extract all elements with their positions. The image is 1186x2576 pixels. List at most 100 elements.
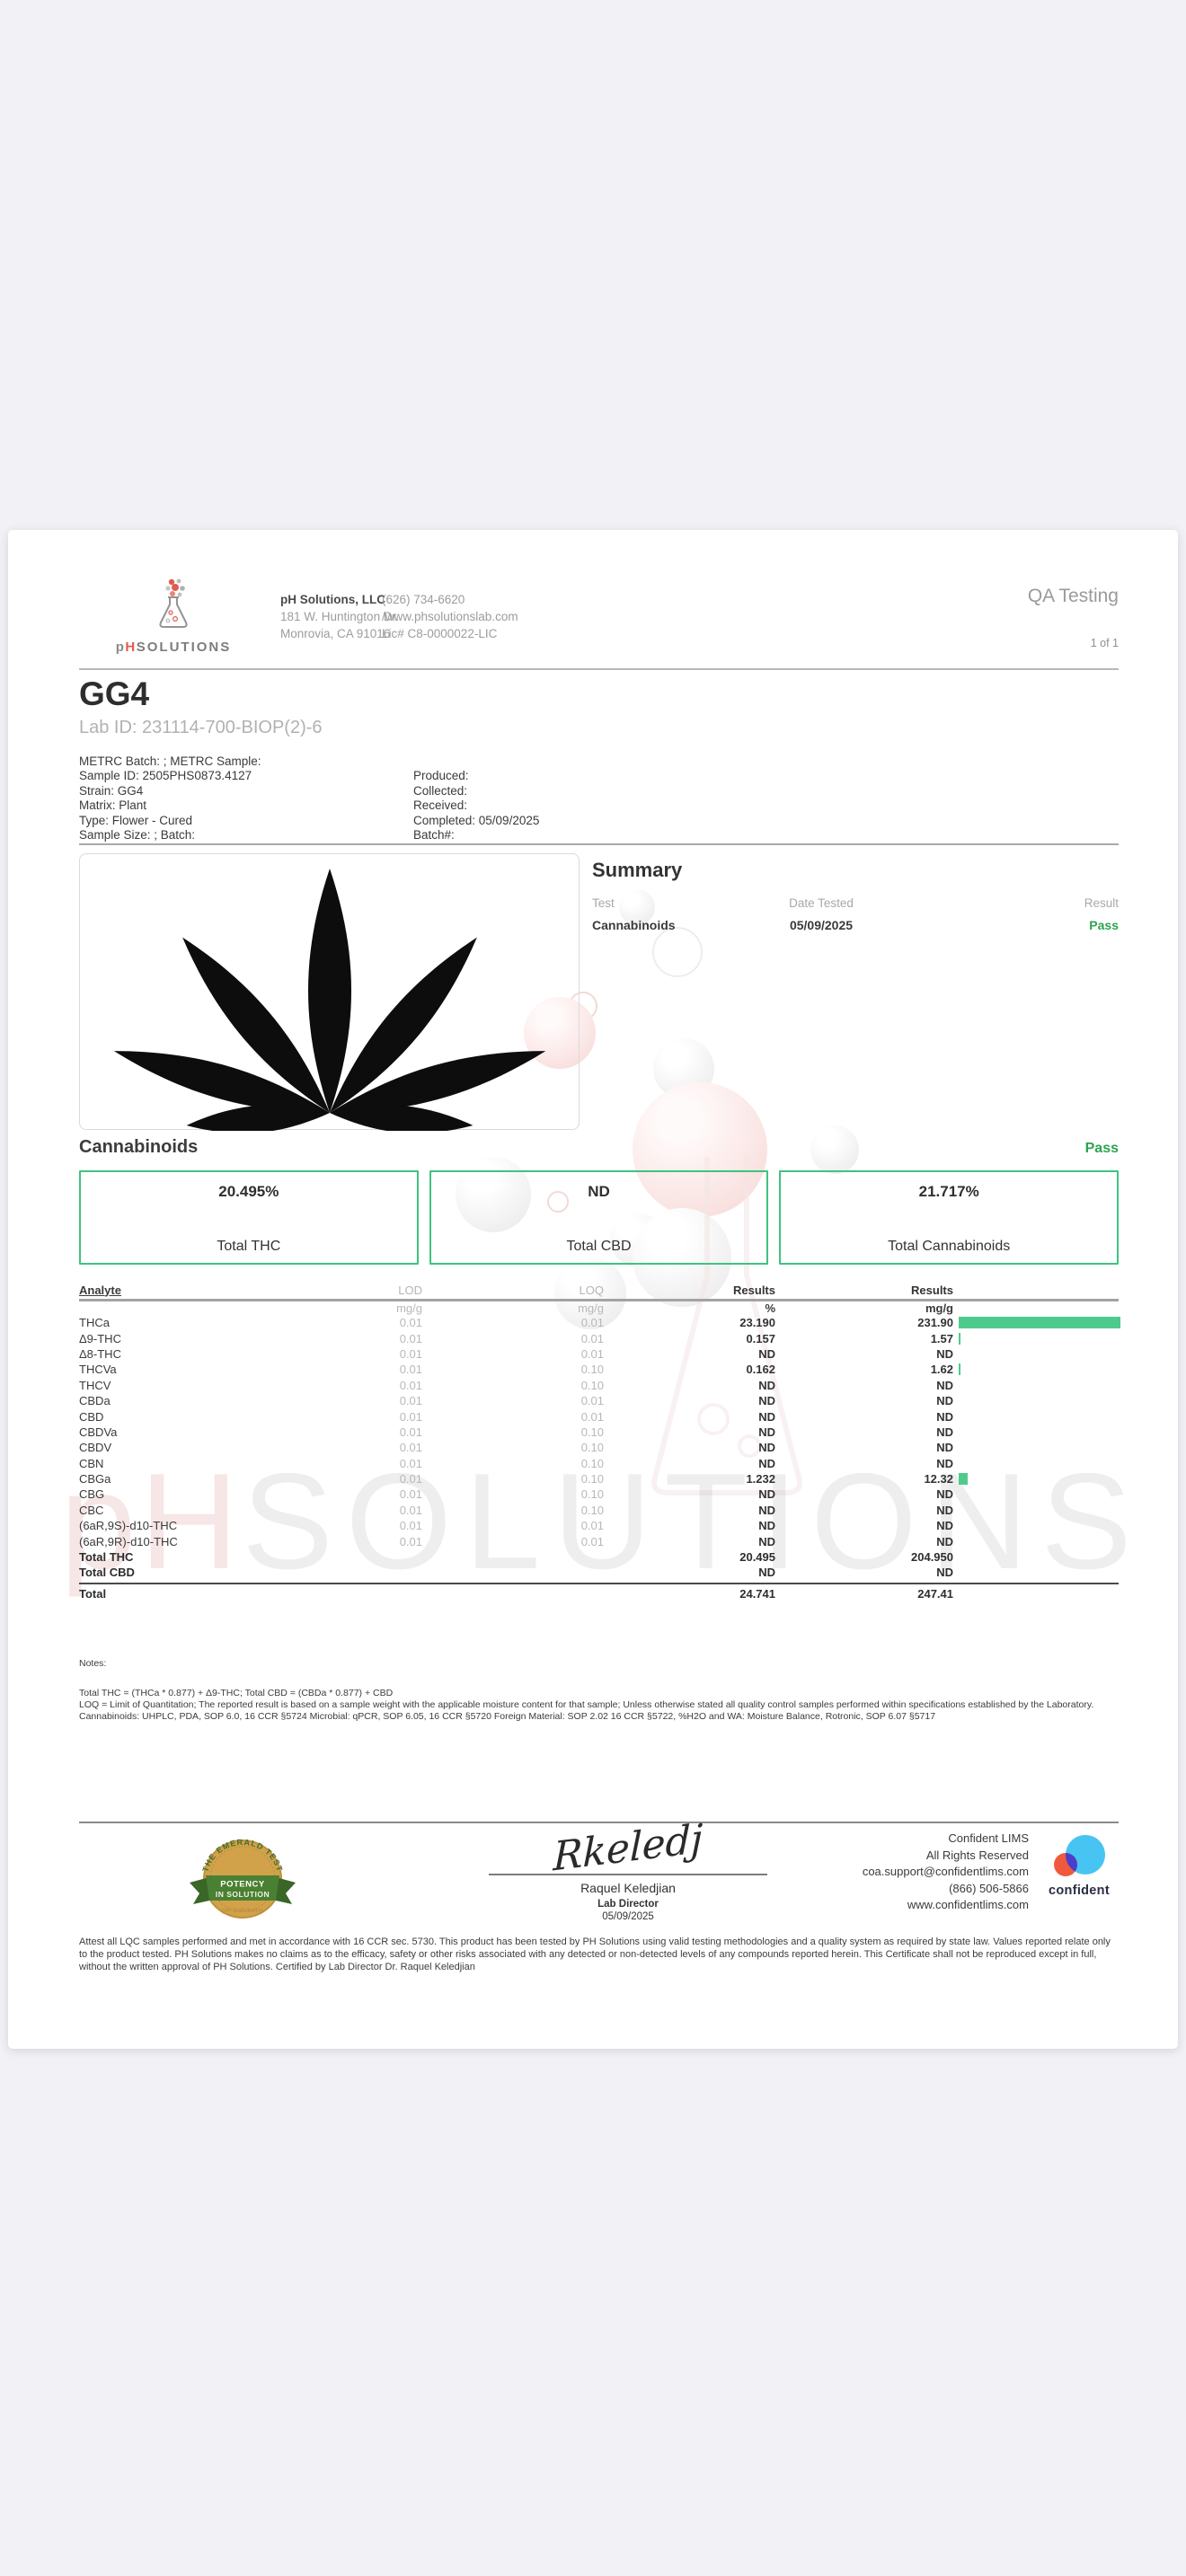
total-pct: 20.495 [739,1550,775,1565]
col-analyte: Analyte [79,1283,121,1297]
cannabinoids-heading: Cannabinoids [79,1137,199,1157]
analyte-name: CBDa [79,1394,111,1408]
analyte-name: CBG [79,1487,105,1502]
result-mgg: ND [936,1456,953,1470]
table-total-row: Total CBD ND ND [79,1565,1119,1580]
table-row: CBDa 0.01 0.01 ND ND [79,1393,1119,1408]
badge-line2: IN SOLUTION [216,1890,270,1899]
company-address-block: pH Solutions, LLC 181 W. Huntington Dr. … [280,591,399,642]
company-phone: (626) 734-6620 [382,593,465,606]
total-value: 21.717% [918,1183,979,1200]
analyte-name: CBD [79,1409,104,1424]
loq-value: 0.01 [580,1409,604,1424]
lims-email: coa.support@confidentlims.com [862,1865,1029,1879]
bar-cell [953,1363,1119,1376]
table-totals: Total THC 20.495 204.950 Total CBD ND ND Total… [79,1549,1119,1602]
lims-contact-block: Confident LIMS All Rights Reserved coa.s… [754,1831,1029,1914]
sample-meta-right: Received: [413,798,468,813]
signature: Rkeledj [553,1815,704,1881]
page-number: 1 of 1 [1090,637,1119,649]
unit-lod: mg/g [396,1301,422,1315]
result-mgg: 1.62 [930,1363,953,1377]
results-table: Analyte LOD LOQ Results Results mg/g mg/… [79,1283,1120,1602]
total-pct: ND [758,1566,775,1580]
confident-logo-block: confident [1038,1834,1120,1898]
loq-value: 0.10 [580,1363,604,1377]
loq-value: 0.01 [580,1316,604,1330]
table-row: CBDVa 0.01 0.10 ND ND [79,1425,1119,1440]
sample-meta-left: Sample Size: ; Batch: [79,828,196,842]
result-pct: ND [758,1503,775,1517]
notes-paragraph: LOQ = Limit of Quantitation; The reporte… [79,1699,1094,1722]
table-units-row: mg/g mg/g % mg/g [79,1301,1119,1315]
loq-value: 0.01 [580,1331,604,1345]
table-header-row: Analyte LOD LOQ Results Results [79,1283,1119,1297]
result-pct: 0.157 [746,1331,775,1345]
table-row: CBGa 0.01 0.10 1.232 12.32 [79,1471,1119,1486]
analyte-name: Δ9-THC [79,1331,121,1345]
logo-solutions: SOLUTIONS [136,640,232,655]
result-mgg: 12.32 [924,1472,953,1486]
disclaimer-text: Attest all LQC samples performed and met… [79,1936,1111,1972]
result-bar [959,1317,1120,1329]
company-address1: 181 W. Huntington Dr. [280,610,400,623]
signature-line [489,1874,767,1875]
signature-date: 05/09/2025 [602,1911,654,1922]
lod-value: 0.01 [399,1472,422,1486]
total-name: Total [79,1587,107,1601]
table-row: CBD 0.01 0.01 ND ND [79,1408,1119,1424]
result-mgg: 1.57 [930,1331,953,1345]
sample-meta-right: Completed: 05/09/2025 [413,813,540,827]
lod-value: 0.01 [399,1409,422,1424]
loq-value: 0.01 [580,1534,604,1548]
notes-formula: Total THC = (THCa * 0.877) + Δ9-THC; Tot… [79,1688,394,1698]
loq-value: 0.10 [580,1487,604,1502]
sample-photo-box [79,853,580,1134]
analyte-name: CBDV [79,1441,112,1455]
lab-logo: pHSOLUTIONS [114,577,233,655]
col-lod: LOD [398,1283,422,1297]
badge-line1: POTENCY [220,1880,265,1890]
confident-logo-text: confident [1049,1883,1110,1898]
result-pct: ND [758,1346,775,1361]
loq-value: 0.10 [580,1378,604,1392]
col-results-mgg: Results [911,1283,953,1297]
analyte-name: THCa [79,1316,110,1330]
result-mgg: ND [936,1425,953,1439]
analyte-name: CBN [79,1456,104,1470]
badge-ribbon-band [206,1875,279,1901]
summary-col-date: Date Tested [789,896,854,910]
lims-phone: (866) 506-5866 [949,1881,1029,1895]
analyte-name: CBC [79,1503,104,1517]
table-body: THCa 0.01 0.01 23.190 231.90 Δ9-THC 0.01 0.01 0.… [79,1315,1120,1549]
result-pct: ND [758,1487,775,1502]
result-mgg: ND [936,1534,953,1548]
result-pct: ND [758,1519,775,1533]
sample-meta-left: Strain: GG4 [79,783,144,798]
lod-value: 0.01 [399,1346,422,1361]
sample-meta-right: Batch#: [413,828,455,842]
lod-value: 0.01 [399,1519,422,1533]
signer-title: Lab Director [597,1899,659,1910]
sample-meta-right: Produced: [413,769,469,783]
lod-value: 0.01 [399,1394,422,1408]
cannabinoids-status-badge: Pass [1084,1141,1119,1156]
cannabinoid-total-box: ND Total CBD [429,1170,769,1265]
loq-value: 0.10 [580,1456,604,1470]
sample-title: GG4 [79,675,150,712]
result-pct: ND [758,1425,775,1439]
unit-pct: % [765,1301,775,1315]
total-name: Total CBD [79,1566,135,1580]
bar-cell [953,1332,1119,1345]
lod-value: 0.01 [399,1441,422,1455]
analyte-name: THCV [79,1378,111,1392]
analyte-name: CBGa [79,1472,111,1486]
total-label: Total THC [217,1239,281,1254]
analyte-name: (6aR,9R)-d10-THC [79,1534,178,1548]
lod-value: 0.01 [399,1503,422,1517]
result-pct: ND [758,1409,775,1424]
signature-block: Rkeledj Raquel Keledjian Lab Director 05… [466,1816,790,1922]
emerald-test-badge: THE EMERALD TEST POTENCY IN SOLUTION pH … [190,1838,296,1919]
lod-value: 0.01 [399,1487,422,1502]
col-loq: LOQ [579,1283,604,1297]
